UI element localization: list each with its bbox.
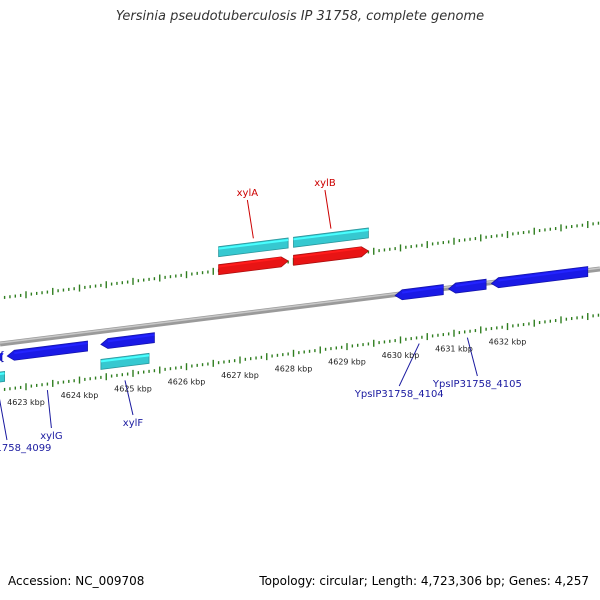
gene-leader-line xyxy=(324,189,332,229)
gene-shine xyxy=(218,238,289,250)
tick-label: 4626 kbp xyxy=(168,378,206,387)
topology-label: Topology: circular; Length: 4,723,306 bp… xyxy=(259,574,589,588)
gene-track[interactable] xyxy=(0,227,589,383)
gene-YpsIP31758_4104[interactable] xyxy=(394,284,444,301)
gene-shine xyxy=(107,333,155,343)
gene-gene-4106[interactable] xyxy=(490,266,589,289)
gene-leader-line xyxy=(246,199,254,239)
gene-shine xyxy=(0,372,5,376)
lower-tick-track xyxy=(3,313,600,391)
gene-leader-line xyxy=(124,380,134,416)
gene-shine xyxy=(455,280,487,287)
gene-leader-line xyxy=(466,337,478,377)
tick-label: 4625 kbp xyxy=(114,384,152,393)
genome-title: Yersinia pseudotuberculosis IP 31758, co… xyxy=(115,9,485,24)
gene-label[interactable]: YpsIP31758_4099 xyxy=(0,443,51,454)
tick-label: 4624 kbp xyxy=(61,391,99,400)
tick-label: 4623 kbp xyxy=(7,398,45,407)
gene-YpsIP31758_4099[interactable] xyxy=(0,351,5,363)
tick-label: 4630 kbp xyxy=(382,351,420,360)
tick-label: 4632 kbp xyxy=(489,338,527,347)
gene-shine xyxy=(498,267,588,282)
gene-shine xyxy=(402,285,444,294)
gene-xylA-hl[interactable] xyxy=(218,256,289,276)
gene-leader-line xyxy=(398,343,420,387)
gene-label[interactable]: xylF xyxy=(123,418,144,429)
gene-label[interactable]: YpsIP31758_4104 xyxy=(354,389,444,400)
gene-shine xyxy=(100,354,150,363)
gene-arrow xyxy=(293,246,370,266)
gene-xylA[interactable] xyxy=(218,237,289,258)
gene-shine xyxy=(1,352,4,356)
gene-gene-4102[interactable] xyxy=(100,332,155,349)
tick-label: 4629 kbp xyxy=(328,358,366,367)
gene-arrow xyxy=(0,351,5,363)
gene-xylB-hl[interactable] xyxy=(293,246,370,266)
gene-label[interactable]: xylG xyxy=(40,431,62,442)
gene-shine xyxy=(293,228,369,241)
accession-label: Accession: NC_009708 xyxy=(8,574,145,588)
gene-gene-4100[interactable] xyxy=(0,370,5,383)
gene-shine xyxy=(293,246,362,259)
gene-arrow xyxy=(218,256,289,276)
gene-label[interactable]: xylA xyxy=(237,188,259,199)
gene-label[interactable]: xylB xyxy=(314,178,336,189)
gene-label[interactable]: YpsIP31758_4105 xyxy=(432,379,522,390)
gene-shine xyxy=(14,342,88,355)
gene-xylG[interactable] xyxy=(6,340,88,361)
gene-xylF[interactable] xyxy=(100,352,150,370)
tick-label: 4631 kbp xyxy=(435,344,473,353)
tick-label: 4628 kbp xyxy=(275,364,313,373)
tick-labels: 4623 kbp 4624 kbp 4625 kbp 4626 kbp 4627 kbp… xyxy=(7,338,526,407)
gene-shine xyxy=(218,256,282,268)
gene-leader-line xyxy=(46,390,52,429)
tick-label: 4627 kbp xyxy=(221,371,259,380)
gene-xylB[interactable] xyxy=(293,227,369,248)
gene-YpsIP31758_4105[interactable] xyxy=(447,278,487,294)
gene-leader-line xyxy=(0,399,8,441)
